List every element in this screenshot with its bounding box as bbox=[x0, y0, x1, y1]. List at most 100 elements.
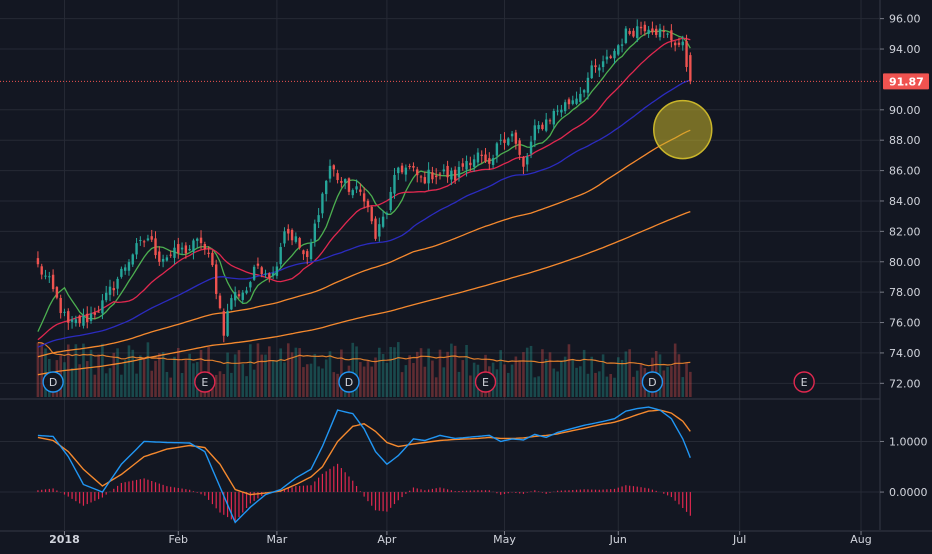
volume-bar bbox=[639, 363, 643, 397]
volume-bar bbox=[207, 346, 210, 397]
candle-body bbox=[590, 65, 593, 79]
candle-body bbox=[522, 156, 525, 167]
candle-body bbox=[514, 132, 518, 144]
volume-bar bbox=[662, 370, 666, 397]
volume-bar bbox=[359, 362, 362, 397]
volume-bar bbox=[150, 370, 154, 397]
candle-body bbox=[264, 273, 267, 275]
event-marker-e[interactable]: E bbox=[194, 371, 216, 393]
candle-body bbox=[154, 238, 157, 256]
volume-bar bbox=[317, 366, 320, 397]
candle-body bbox=[613, 50, 616, 59]
candle-body bbox=[655, 28, 658, 35]
candle-body bbox=[400, 165, 404, 173]
candle-body bbox=[192, 240, 195, 252]
candle-body bbox=[343, 179, 347, 183]
time-axis: 2018 Feb Mar Apr May Jun Jul Aug bbox=[0, 530, 932, 546]
event-marker-label: D bbox=[49, 376, 57, 389]
volume-bar bbox=[283, 362, 286, 397]
volume-bar bbox=[423, 366, 427, 397]
candle-body bbox=[586, 77, 590, 93]
volume-bar bbox=[93, 374, 97, 397]
volume-bar bbox=[605, 376, 609, 397]
volume-bar bbox=[82, 343, 85, 397]
candle-body bbox=[230, 298, 233, 310]
candle-body bbox=[601, 61, 605, 68]
candle-body bbox=[472, 159, 476, 167]
candle-body bbox=[571, 100, 574, 104]
candle-body bbox=[526, 156, 529, 165]
candle-body bbox=[677, 42, 681, 45]
oscillator-tick-label: 0.0000 bbox=[889, 486, 928, 499]
candle-body bbox=[82, 315, 85, 326]
candle-body bbox=[336, 173, 339, 181]
candle-body bbox=[226, 310, 229, 336]
oscillator-pane bbox=[0, 398, 932, 524]
volume-bar bbox=[188, 353, 191, 397]
candle-body bbox=[685, 40, 688, 68]
event-marker-d[interactable]: D bbox=[338, 371, 360, 393]
volume-bar bbox=[313, 353, 317, 397]
price-tick-label: 82.00 bbox=[889, 225, 921, 238]
candle-body bbox=[507, 138, 510, 145]
volume-bar bbox=[245, 376, 248, 397]
volume-bar bbox=[89, 349, 93, 397]
candle-body bbox=[313, 223, 317, 241]
event-marker-d[interactable]: D bbox=[42, 371, 64, 393]
price-tick-label: 80.00 bbox=[889, 256, 921, 269]
volume-bar bbox=[442, 367, 446, 397]
volume-bar bbox=[465, 344, 468, 397]
candle-body bbox=[161, 258, 165, 262]
volume-bar bbox=[594, 372, 597, 397]
time-tick-label: 2018 bbox=[49, 533, 80, 546]
volume-bar bbox=[173, 356, 176, 397]
volume-bar bbox=[609, 374, 612, 397]
candle-body bbox=[488, 158, 491, 164]
volume-bar bbox=[355, 346, 358, 397]
price-tick-label: 94.00 bbox=[889, 43, 921, 56]
candle-body bbox=[446, 165, 449, 178]
candle-body bbox=[196, 238, 199, 241]
candle-body bbox=[529, 141, 533, 154]
candle-body bbox=[317, 215, 320, 223]
event-marker-e[interactable]: E bbox=[793, 371, 815, 393]
volume-bar bbox=[108, 368, 112, 397]
volume-bar bbox=[214, 374, 218, 397]
candle-body bbox=[105, 292, 108, 301]
candle-body bbox=[101, 300, 104, 314]
volume-bar bbox=[286, 343, 290, 397]
candle-body bbox=[408, 166, 411, 168]
event-marker-d[interactable]: D bbox=[641, 371, 664, 393]
candle-body bbox=[605, 56, 609, 60]
volume-bar bbox=[598, 371, 601, 397]
volume-bar bbox=[63, 362, 66, 397]
signal-line bbox=[37, 409, 691, 496]
candle-body bbox=[237, 294, 241, 297]
volume-bar bbox=[400, 372, 404, 397]
grid-lines bbox=[0, 0, 880, 530]
candle-body bbox=[283, 231, 286, 244]
candle-body bbox=[404, 167, 408, 175]
candle-body bbox=[423, 177, 427, 184]
volume-bar bbox=[101, 343, 104, 397]
volume-bar bbox=[230, 372, 233, 397]
event-marker-e[interactable]: E bbox=[474, 371, 497, 393]
event-marker-label: E bbox=[201, 376, 208, 389]
volume-bar bbox=[556, 371, 559, 397]
candle-body bbox=[108, 286, 112, 295]
time-tick-label: Jun bbox=[609, 533, 627, 546]
candle-body bbox=[681, 41, 684, 46]
candle-body bbox=[279, 246, 282, 265]
volume-bar bbox=[298, 348, 301, 397]
volume-bar bbox=[74, 344, 78, 397]
volume-bar bbox=[104, 373, 108, 397]
volume-bar bbox=[533, 377, 537, 397]
candle-body bbox=[617, 45, 620, 55]
volume-bar bbox=[518, 360, 521, 397]
price-tick-label: 96.00 bbox=[889, 13, 921, 26]
volume-bar bbox=[249, 344, 252, 397]
volume-bar bbox=[176, 347, 180, 397]
price-axis: 96.00 94.00 90.00 88.00 86.00 84.00 82.00 80.00… bbox=[879, 0, 932, 550]
